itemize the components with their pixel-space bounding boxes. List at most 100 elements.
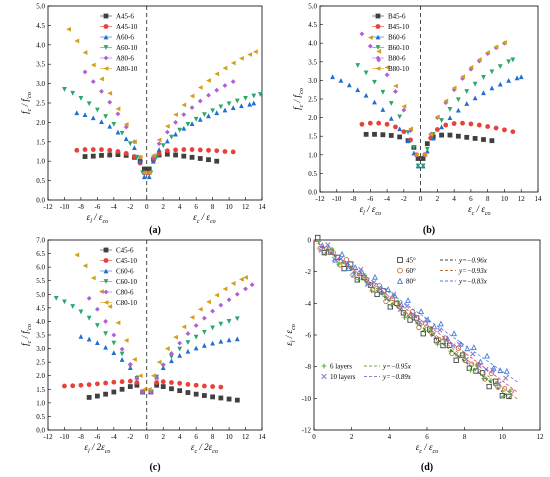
data-point	[485, 50, 491, 55]
data-point	[420, 163, 426, 169]
legend-fit-label: y=−0.83x	[458, 278, 488, 286]
data-point	[99, 147, 104, 152]
data-point	[372, 273, 378, 280]
x-tick-label: 14	[259, 203, 267, 211]
y-tick-label: -10	[302, 395, 312, 403]
data-point	[451, 121, 457, 126]
data-point	[70, 383, 76, 389]
y-tick-label: 2.5	[36, 359, 45, 367]
data-point	[420, 331, 426, 337]
x-tick-label: -8	[351, 195, 357, 203]
data-point	[428, 131, 434, 137]
data-point	[367, 43, 373, 49]
data-point	[460, 120, 465, 126]
data-point	[430, 135, 436, 141]
data-point	[123, 121, 129, 127]
data-point	[137, 373, 143, 379]
data-point	[181, 112, 187, 118]
y-tick-label: 2.0	[36, 372, 45, 380]
data-point	[103, 344, 109, 350]
y-tick-label: 3.5	[36, 61, 45, 69]
data-point	[173, 152, 178, 158]
data-point	[484, 352, 491, 359]
data-point	[481, 137, 486, 142]
data-point	[485, 124, 491, 129]
data-point	[497, 81, 503, 87]
data-point	[226, 297, 232, 303]
legend-marker	[103, 34, 109, 40]
data-point	[407, 317, 413, 323]
y-tick-label: -6	[305, 332, 311, 340]
data-point	[464, 101, 470, 106]
series-A60-10	[62, 87, 263, 176]
legend-marker	[103, 55, 109, 61]
data-point	[185, 331, 191, 337]
data-point	[506, 393, 512, 400]
data-point	[424, 146, 430, 152]
data-point	[355, 87, 361, 93]
data-point	[472, 95, 478, 101]
data-point	[218, 338, 224, 344]
data-point	[115, 152, 121, 158]
data-point	[464, 345, 471, 352]
data-point	[201, 315, 207, 321]
data-point	[82, 50, 88, 55]
x-tick-label: -10	[332, 195, 342, 203]
y-tick-label: 4.0	[308, 40, 317, 48]
x-tick-label: -6	[94, 433, 100, 441]
data-point	[351, 271, 357, 278]
x-tick-label: -12	[315, 195, 325, 203]
data-point	[160, 384, 166, 389]
x-axis-label-left: εl / 2εco	[84, 442, 110, 455]
x-tick-label: -6	[367, 195, 373, 203]
data-point	[315, 234, 321, 241]
data-point	[420, 156, 426, 161]
data-point	[518, 74, 524, 80]
data-point	[206, 157, 211, 163]
data-point	[226, 319, 232, 324]
x-tick-label: 4	[452, 195, 456, 203]
data-point	[74, 38, 80, 44]
data-point	[355, 63, 361, 68]
legend-marker	[321, 363, 327, 369]
data-point	[470, 351, 476, 357]
data-point	[177, 388, 183, 394]
data-point	[359, 31, 365, 37]
data-point	[325, 244, 332, 251]
data-point	[107, 304, 113, 309]
x-axis-label-right: εc / εco	[193, 212, 215, 225]
data-point	[214, 158, 220, 164]
data-point	[90, 153, 96, 159]
data-point	[218, 302, 224, 308]
data-point	[331, 256, 337, 262]
data-point	[239, 55, 244, 61]
data-point	[134, 382, 140, 388]
data-point	[408, 126, 413, 132]
data-point	[160, 143, 166, 149]
data-point	[405, 138, 411, 144]
data-point	[472, 81, 478, 87]
data-point	[476, 57, 482, 62]
data-point	[243, 95, 248, 101]
data-point	[210, 384, 216, 389]
data-point	[499, 393, 505, 399]
data-point	[239, 103, 244, 109]
data-point	[222, 149, 228, 154]
data-point	[468, 64, 474, 70]
data-point	[222, 286, 228, 292]
series-B80-10	[367, 35, 507, 158]
data-point	[503, 367, 510, 374]
data-point	[506, 78, 512, 83]
data-point	[434, 127, 440, 132]
series-C60-10	[53, 295, 240, 395]
data-point	[323, 251, 328, 257]
data-point	[367, 120, 373, 126]
data-point	[111, 340, 117, 346]
legend-label: B80-6	[388, 55, 406, 63]
data-point	[141, 166, 147, 172]
data-point	[181, 125, 187, 131]
data-point	[380, 89, 386, 95]
data-point	[206, 299, 211, 305]
data-point	[363, 92, 369, 98]
data-point	[123, 151, 129, 156]
